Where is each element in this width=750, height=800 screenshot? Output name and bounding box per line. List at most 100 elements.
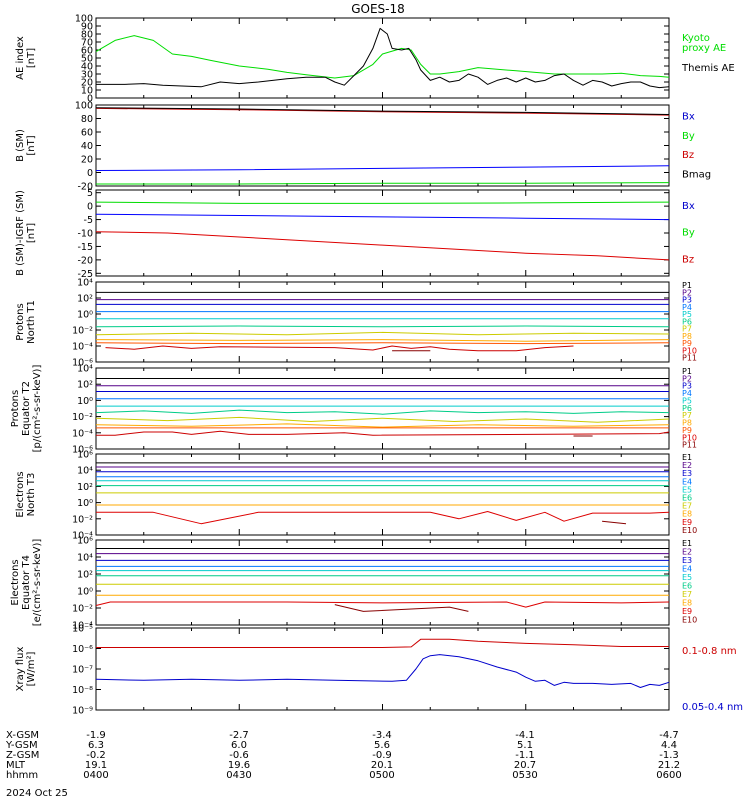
y-tick-label: 10⁻⁴ [72,428,93,439]
legend-label: Bz [682,255,694,266]
legend-label: E10 [682,616,697,625]
y-tick-label: 40 [81,62,93,73]
series-bx [95,165,670,171]
footer-value: 20.7 [514,760,536,771]
y-axis-label: Equator T2 [21,381,32,436]
legend-label: P10 [682,346,697,355]
y-axis-label: B (SM) [15,129,26,162]
footer-row-label: hhmm [6,770,38,781]
legend-label: E7 [682,590,692,599]
y-tick-label: 70 [81,38,93,49]
ephemeris-footer: 2024 Oct 25 X-GSM -1.9 -2.7 -3.4 -4.1 -4.7 Y-G… [5,730,682,799]
y-tick-label: 0 [87,168,93,179]
y-tick-label: 10⁻² [72,412,93,423]
y-tick-label: 60 [81,128,93,139]
series-0-1-0-8-nm [96,638,669,648]
series-bz [95,231,670,261]
footer-value: -4.7 [659,730,679,741]
legend-label: P5 [682,396,692,405]
footer-value: 6.0 [231,740,247,751]
y-tick-label: 10⁻² [72,326,93,337]
footer-value: 19.6 [228,760,250,771]
series-p9 [95,342,670,345]
legend-label: P2 [682,374,692,383]
y-axis-label: Equator T4 [21,555,32,610]
footer-value: 4.4 [661,740,677,751]
legend-label: P3 [682,382,692,391]
legend-label: Bz [682,150,694,161]
y-tick-label: 10⁰ [77,396,93,407]
series-kyoto-proxy-ae [95,35,670,79]
y-tick-label: 10⁻⁶ [72,644,93,655]
legend-label: E8 [682,599,692,608]
y-tick-label: 50 [81,54,93,65]
panel-frame [95,104,670,187]
legend-label: E9 [682,607,692,616]
y-tick-label: 20 [81,78,93,89]
series-p8 [95,339,670,342]
y-tick-label: 100 [75,14,93,25]
y-tick-label: 10⁻⁴ [72,531,93,542]
y-tick-label: 30 [81,70,93,81]
y-tick-label: 10⁴ [77,278,93,289]
y-tick-label: 10⁻⁵ [72,624,93,635]
legend-label: E2 [682,461,692,470]
y-tick-label: 60 [81,46,93,57]
footer-row-label: MLT [6,760,26,771]
legend-label: E9 [682,518,692,527]
legend-label: E2 [682,548,692,557]
chart-title: GOES-18 [351,2,405,16]
legend-label: E4 [682,477,692,486]
y-axis-label: [p/(cm²-s-sr-keV)] [32,365,43,453]
y-tick-label: 40 [81,141,93,152]
legend-label: P7 [682,411,692,420]
legend-label: proxy AE [682,43,726,54]
y-tick-label: 90 [81,22,93,33]
footer-value: -0.9 [372,750,392,761]
legend-label: E5 [682,573,692,582]
legend-label: E8 [682,510,692,519]
y-tick-label: 20 [81,155,93,166]
y-axis-label: B (SM)-IGRF (SM) [15,190,26,276]
legend-label: P6 [682,317,692,326]
panel-frame [95,281,670,363]
footer-row-label: Y-GSM [5,740,38,751]
y-tick-label: 10⁴ [77,466,93,477]
footer-value: -2.7 [229,730,249,741]
series-e10 [334,604,469,612]
series-p10 [96,430,670,436]
footer-value: 21.2 [658,760,680,771]
legend-label: P8 [682,332,692,341]
y-tick-label: 10² [77,570,93,581]
y-tick-label: 10⁻⁶ [72,445,93,456]
y-tick-label: -20 [77,182,93,193]
y-tick-label: 10⁴ [77,364,93,375]
footer-value: -0.2 [86,750,106,761]
panel-frame [95,453,670,536]
series-p6 [95,325,670,328]
y-tick-label: 10² [77,482,93,493]
footer-value: 20.1 [371,760,393,771]
footer-value: -3.4 [372,730,392,741]
y-tick-label: 10² [77,294,93,305]
y-axis-label: North T3 [26,473,37,517]
y-tick-label: 10⁻² [72,604,93,615]
y-tick-label: 10⁶ [77,450,93,461]
legend-label: E3 [682,556,692,565]
legend-label: P8 [682,419,692,428]
y-tick-label: 10⁰ [77,587,93,598]
series-p7 [95,331,670,336]
y-tick-label: 10 [81,86,93,97]
legend-label: E7 [682,502,692,511]
y-axis-label: North T1 [26,300,37,344]
legend-label: E5 [682,485,692,494]
y-axis-label: AE index [15,36,26,80]
series-e9 [96,511,670,525]
legend-label: P5 [682,310,692,319]
legend-label: P6 [682,404,692,413]
y-axis-label: [nT] [26,48,37,68]
series-e10 [602,520,627,525]
series-bx [95,213,670,221]
y-tick-label: -20 [77,255,93,266]
panel-pn: 10⁴ 10² 10⁰ 10⁻² 10⁻⁴ 10⁻⁶ Protons North T1 P1P2… [15,278,697,369]
